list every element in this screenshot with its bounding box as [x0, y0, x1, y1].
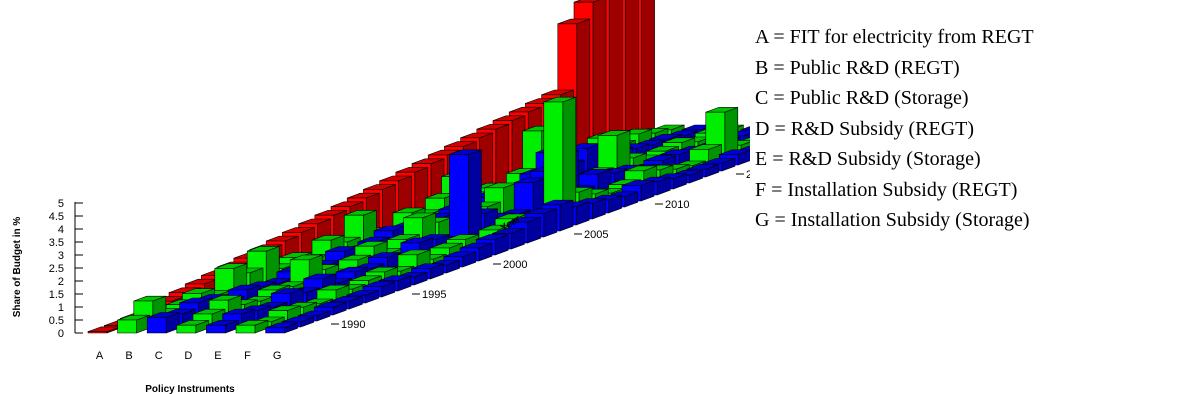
y-tick-label: 5: [58, 198, 64, 210]
y-tick-label: 3: [58, 250, 64, 262]
y-tick-label: 4.5: [49, 211, 64, 223]
bar-side: [625, 0, 639, 142]
bar-front: [117, 319, 137, 334]
x-tick-label: C: [155, 350, 163, 362]
year-tick-label: 2010: [665, 199, 689, 211]
bars-layer: [87, 0, 750, 334]
bar-F-2007: [543, 96, 577, 220]
legend-item-e: E = R&D Subsidy (Storage): [755, 148, 981, 170]
bar-front: [87, 331, 108, 334]
x-tick-label: F: [244, 350, 251, 362]
bar-side: [559, 199, 574, 232]
category-ticks: A B C D E F G: [96, 350, 282, 362]
bar-side: [468, 149, 482, 244]
legend-item-g: G = Installation Subsidy (Storage): [755, 209, 1030, 231]
x-axis-label: Policy Instruments: [145, 384, 235, 394]
bar-G-2010: [621, 180, 655, 202]
year-tick-label: 2015: [746, 169, 750, 181]
legend-item-c: C = Public R&D (Storage): [755, 87, 969, 109]
legend-item-f: F = Installation Subsidy (REGT): [755, 178, 1018, 201]
year-tick-label: 1995: [422, 289, 446, 301]
bar-front: [176, 324, 197, 334]
bar-front: [235, 324, 256, 334]
bar-front: [206, 324, 226, 334]
legend-item-a: A = FIT for electricity from REGT: [755, 26, 1034, 48]
y-tick-label: 4: [58, 224, 64, 236]
bar-E-2003: [449, 149, 482, 244]
y-tick-label: 2: [58, 276, 64, 288]
bar-side: [641, 0, 655, 136]
x-tick-label: B: [125, 350, 132, 362]
bar-front: [265, 327, 285, 334]
y-ticks: 00.511.522.533.544.55: [49, 198, 83, 340]
legend-item-b: B = Public R&D (REGT): [755, 56, 960, 79]
y-tick-label: 3.5: [49, 237, 64, 249]
bar-B-1988: [117, 314, 150, 334]
bar-E-1988: [206, 320, 239, 334]
year-tick-label: 1990: [341, 319, 365, 331]
y-tick-label: 1.5: [49, 289, 64, 301]
legend: A = FIT for electricity from REGT B = Pu…: [755, 22, 1034, 236]
bar-C-1988: [146, 312, 180, 334]
x-tick-label: E: [214, 350, 221, 362]
x-tick-label: D: [184, 350, 192, 362]
y-tick-label: 0.5: [49, 315, 64, 327]
bar-top: [740, 126, 750, 131]
bar-A-1988: [87, 326, 121, 334]
bar-F-1988: [235, 320, 269, 334]
y-tick-label: 2.5: [49, 263, 64, 275]
legend-item-d: D = R&D Subsidy (REGT): [755, 117, 975, 140]
bar-side: [592, 0, 607, 154]
bar-G-1988: [265, 322, 298, 334]
y-tick-label: 0: [58, 328, 64, 340]
bar-D-1988: [176, 320, 210, 334]
year-ticks: 1990199520002005201020152020: [331, 169, 750, 331]
bar-front: [449, 154, 469, 244]
y-tick-label: 1: [58, 302, 64, 314]
year-tick-label: 2000: [503, 259, 527, 271]
y-axis-label: Share of Budget in %: [12, 217, 23, 318]
bar-front: [146, 317, 167, 334]
x-tick-label: A: [96, 350, 104, 362]
x-tick-label: G: [273, 350, 282, 362]
bar-side: [608, 0, 623, 148]
year-tick-label: 2005: [584, 229, 608, 241]
